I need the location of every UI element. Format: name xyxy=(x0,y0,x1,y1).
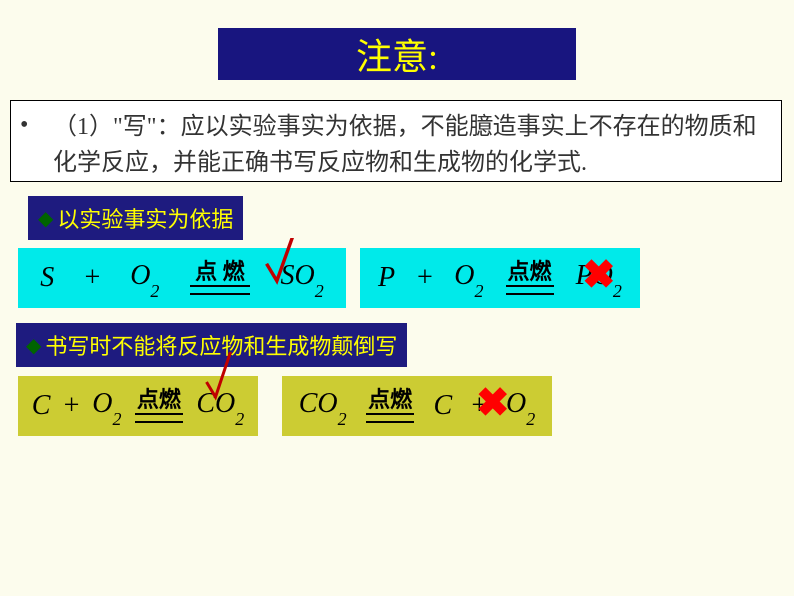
equation-4: CO2 点燃 C + O2 xyxy=(282,376,552,436)
rule-content: （1）"写"：应以实验事实为依据，不能臆造事实上不存在的物质和化学反应，并能正确… xyxy=(21,109,771,181)
eq4-p2: O2 xyxy=(506,388,535,424)
cross-icon: ✖ xyxy=(476,380,510,426)
eq4-condition: 点燃 xyxy=(366,389,414,423)
double-line-icon xyxy=(190,285,250,295)
eq4-r1: CO2 xyxy=(299,388,347,424)
diamond-icon: ◆ xyxy=(38,206,53,231)
eq2-condition: 点燃 xyxy=(506,261,554,295)
eq1-r2: O2 xyxy=(130,260,159,296)
rule-box: （1）"写"：应以实验事实为依据，不能臆造事实上不存在的物质和化学反应，并能正确… xyxy=(10,100,782,182)
title-text: 注意: xyxy=(356,28,438,80)
check-icon xyxy=(262,238,302,298)
double-line-icon xyxy=(506,285,554,295)
title-box: 注意: xyxy=(218,28,576,80)
eq3-plus: + xyxy=(62,390,81,422)
double-line-icon xyxy=(366,413,414,423)
check-icon xyxy=(200,352,240,412)
eq1-plus: + xyxy=(83,262,102,294)
subheader-1-text: 以实验事实为依据 xyxy=(57,202,233,234)
double-line-icon xyxy=(135,413,183,423)
eq2-r1: P xyxy=(378,262,395,294)
rule-text: （1）"写"：应以实验事实为依据，不能臆造事实上不存在的物质和化学反应，并能正确… xyxy=(53,109,771,181)
cross-icon: ✖ xyxy=(582,252,616,298)
eq1-r1: S xyxy=(40,262,54,294)
eq2-plus: + xyxy=(415,262,434,294)
subheader-1: ◆ 以实验事实为依据 xyxy=(28,196,243,240)
eq3-r2: O2 xyxy=(92,388,121,424)
eq2-r2: O2 xyxy=(454,260,483,296)
diamond-icon: ◆ xyxy=(26,333,41,358)
eq3-condition: 点燃 xyxy=(135,389,183,423)
eq4-p1: C xyxy=(434,390,453,422)
eq1-condition: 点 燃 xyxy=(190,261,250,295)
bullet-icon: • xyxy=(20,112,28,139)
eq3-r1: C xyxy=(32,390,51,422)
